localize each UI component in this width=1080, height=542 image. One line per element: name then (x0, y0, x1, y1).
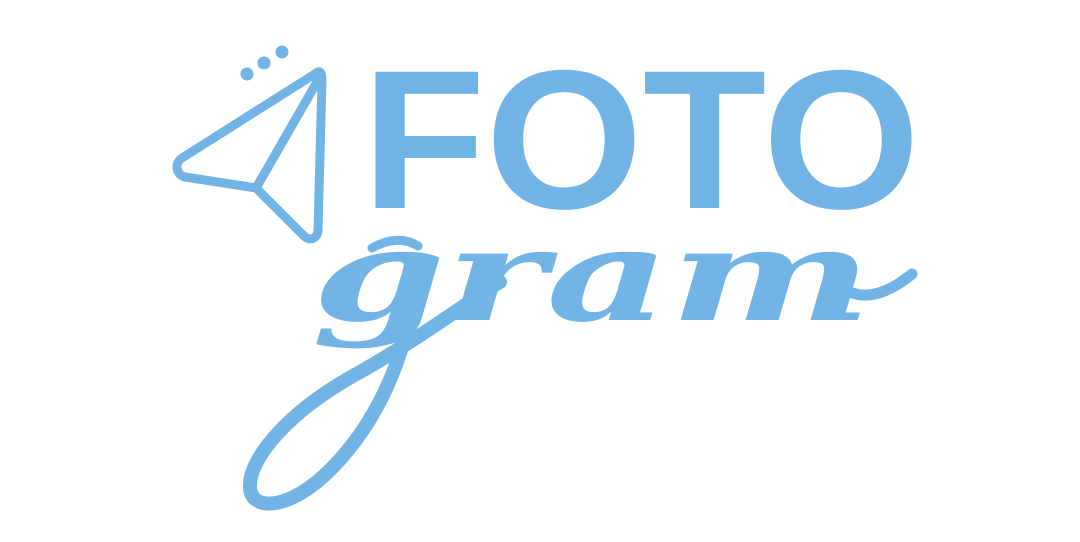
brand-top-text: FOTO (362, 29, 920, 250)
motion-dots-icon (240, 45, 289, 81)
brand-bottom-text: gram (312, 201, 872, 351)
script-flourish (242, 235, 918, 511)
paper-plane-icon (172, 67, 327, 244)
plane-body (172, 67, 327, 244)
plane-fold (251, 77, 322, 193)
